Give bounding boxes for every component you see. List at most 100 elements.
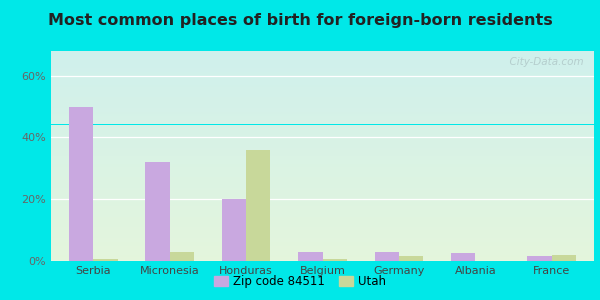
Bar (51, 127, 594, 129)
Bar (51, 240, 594, 242)
Bar (51, 95, 594, 97)
Bar (51, 257, 594, 259)
Bar (451, 253, 475, 261)
Bar (51, 137, 594, 139)
Bar (51, 57, 594, 59)
Bar (51, 188, 594, 190)
Bar (51, 217, 594, 219)
Bar (51, 175, 594, 177)
Bar (51, 242, 594, 244)
Bar (51, 246, 594, 248)
Bar (51, 99, 594, 101)
Bar (51, 89, 594, 91)
Bar (51, 248, 594, 250)
Bar (51, 181, 594, 183)
Bar (51, 223, 594, 225)
Bar (51, 97, 594, 99)
Bar (51, 185, 594, 188)
Bar (51, 131, 594, 133)
Bar (51, 156, 594, 158)
Bar (51, 225, 594, 227)
Bar (51, 139, 594, 141)
Bar (51, 146, 594, 148)
Bar (51, 154, 594, 156)
Bar (51, 152, 594, 154)
Bar (51, 206, 594, 208)
Bar (51, 213, 594, 215)
Bar (51, 202, 594, 204)
Bar (51, 118, 594, 120)
Bar (51, 204, 594, 206)
Bar (51, 133, 594, 135)
Bar (51, 106, 594, 108)
Bar (51, 66, 594, 68)
Bar (51, 167, 594, 169)
Bar (51, 103, 594, 106)
Bar (51, 215, 594, 217)
Bar (51, 87, 594, 89)
Bar (246, 150, 271, 261)
Bar (51, 78, 594, 80)
Text: Most common places of birth for foreign-born residents: Most common places of birth for foreign-… (47, 14, 553, 28)
Bar (51, 53, 594, 55)
Bar (298, 252, 323, 261)
Bar (51, 93, 594, 95)
Text: City-Data.com: City-Data.com (503, 57, 583, 67)
Bar (51, 124, 594, 127)
Bar (51, 91, 594, 93)
Bar (51, 51, 594, 53)
Bar (51, 238, 594, 240)
Bar (323, 260, 347, 261)
Bar (51, 177, 594, 179)
Bar (51, 150, 594, 152)
Bar (51, 232, 594, 234)
Bar (51, 208, 594, 211)
Bar (51, 101, 594, 103)
Bar (51, 171, 594, 173)
Bar (51, 85, 594, 87)
Bar (51, 64, 594, 66)
Bar (51, 259, 594, 261)
Bar (221, 199, 246, 261)
Bar (51, 76, 594, 78)
Bar (51, 80, 594, 83)
Bar (51, 82, 594, 85)
Bar (51, 190, 594, 192)
Bar (51, 194, 594, 196)
Bar (51, 236, 594, 238)
Bar (51, 55, 594, 57)
Bar (51, 112, 594, 114)
Bar (51, 143, 594, 146)
Bar (51, 122, 594, 124)
Bar (51, 183, 594, 185)
Bar (51, 164, 594, 166)
Bar (552, 255, 577, 261)
Bar (51, 173, 594, 175)
Bar (51, 129, 594, 131)
Bar (51, 116, 594, 118)
Bar (51, 255, 594, 257)
Bar (51, 162, 594, 164)
Bar (51, 244, 594, 246)
Bar (51, 141, 594, 143)
Bar (51, 234, 594, 236)
Bar (374, 252, 399, 261)
Bar (51, 114, 594, 116)
Bar (51, 160, 594, 162)
Bar (51, 110, 594, 112)
Bar (51, 59, 594, 62)
Bar (399, 256, 424, 261)
Bar (51, 70, 594, 72)
Bar (51, 198, 594, 200)
Bar (51, 72, 594, 74)
Bar (51, 169, 594, 171)
Bar (51, 200, 594, 202)
Bar (527, 256, 552, 261)
Bar (51, 227, 594, 230)
Bar (51, 253, 594, 255)
Bar (51, 196, 594, 198)
Bar (51, 120, 594, 122)
Bar (51, 68, 594, 70)
Legend: Zip code 84511, Utah: Zip code 84511, Utah (209, 270, 391, 292)
Bar (170, 252, 194, 261)
